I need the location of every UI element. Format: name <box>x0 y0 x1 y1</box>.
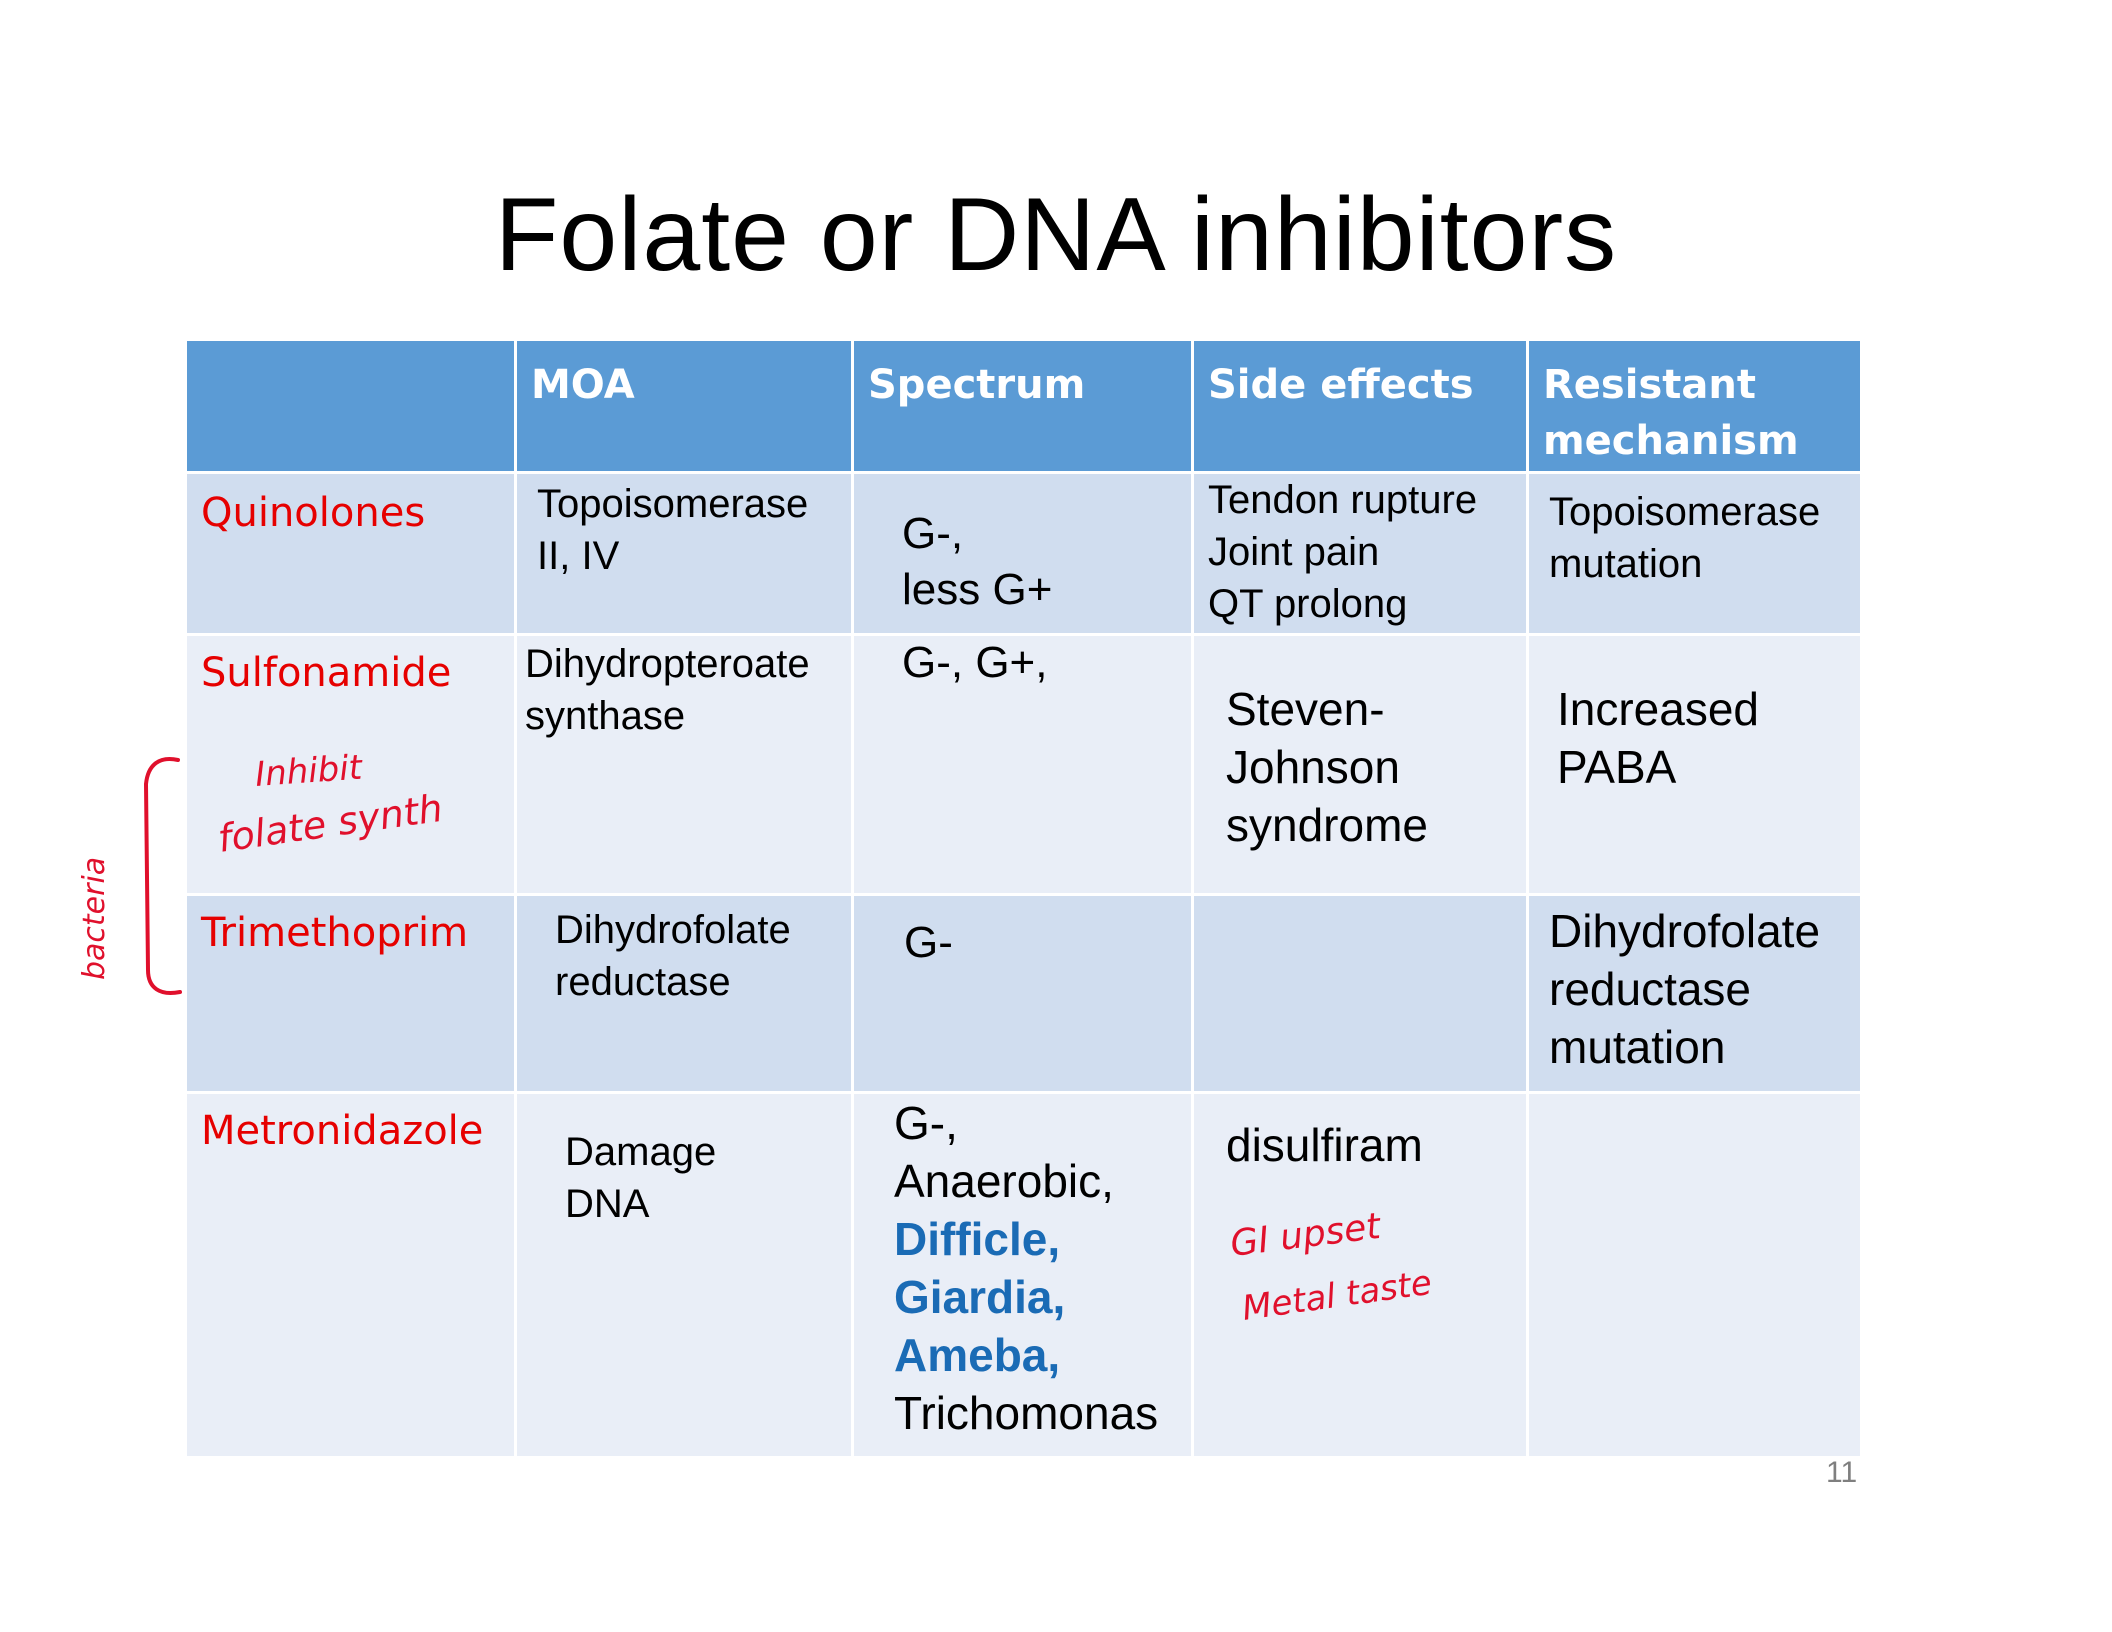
drug-name: Quinolones <box>201 490 426 536</box>
resistance-cell: Topoisomerase mutation <box>1526 471 1863 636</box>
drug-cell: Metronidazole <box>184 1091 517 1459</box>
drug-cell: Trimethoprim <box>184 893 517 1094</box>
resistance-cell <box>1526 1091 1863 1459</box>
resistance-cell: Dihydrofolate reductase mutation <box>1526 893 1863 1094</box>
spectrum-cell: G- <box>851 893 1194 1094</box>
annotation-bacteria: bacteria <box>77 857 112 980</box>
side-effects-cell: Steven- Johnson syndrome <box>1191 633 1529 896</box>
drug-table: MOA Spectrum Side effects Resistant mech… <box>184 338 1863 1459</box>
header-cell-empty <box>184 338 517 474</box>
header-cell-spectrum: Spectrum <box>851 338 1194 474</box>
slide-title: Folate or DNA inhibitors <box>494 177 1618 293</box>
moa-cell: Dihydrofolate reductase <box>514 893 854 1094</box>
moa-cell: Topoisomerase II, IV <box>514 471 854 636</box>
drug-name: Metronidazole <box>201 1108 484 1154</box>
table-row: Quinolones Topoisomerase II, IV G-, less… <box>184 471 1863 636</box>
table-row: Metronidazole Damage DNA G-, Anaerobic, … <box>184 1091 1863 1459</box>
drug-cell: Quinolones <box>184 471 517 636</box>
table-row: Trimethoprim Dihydrofolate reductase G- … <box>184 893 1863 1094</box>
moa-cell: Dihydropteroate synthase <box>514 633 854 896</box>
spectrum-cell: G-, less G+ <box>851 471 1194 636</box>
drug-cell: Sulfonamide <box>184 633 517 896</box>
spectrum-cell: G-, G+, <box>851 633 1194 896</box>
resistance-cell: Increased PABA <box>1526 633 1863 896</box>
drug-name: Sulfonamide <box>201 650 452 696</box>
spectrum-cell: G-, Anaerobic, Difficle, Giardia, Ameba,… <box>851 1091 1194 1459</box>
moa-cell: Damage DNA <box>514 1091 854 1459</box>
side-effects-cell <box>1191 893 1529 1094</box>
header-cell-resistance: Resistant mechanism <box>1526 338 1863 474</box>
page-number: 11 <box>1826 1456 1858 1489</box>
side-effects-cell: Tendon rupture Joint pain QT prolong <box>1191 471 1529 636</box>
header-cell-side-effects: Side effects <box>1191 338 1529 474</box>
header-cell-moa: MOA <box>514 338 854 474</box>
table-row: Sulfonamide Dihydropteroate synthase G-,… <box>184 633 1863 896</box>
bracket-annotation <box>143 757 182 995</box>
drug-name: Trimethoprim <box>201 910 469 956</box>
side-effects-cell: disulfiram <box>1191 1091 1529 1459</box>
table-header-row: MOA Spectrum Side effects Resistant mech… <box>184 338 1863 474</box>
